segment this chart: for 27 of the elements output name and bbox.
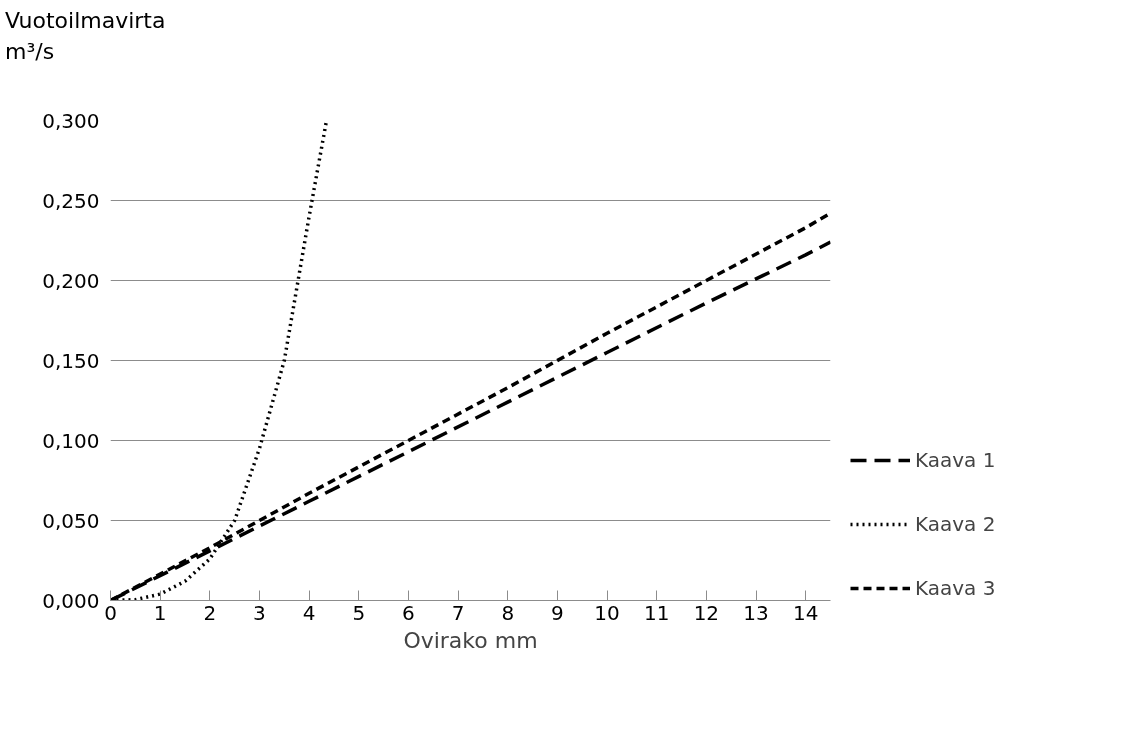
x-tick-label: 13	[743, 600, 769, 625]
x-tick-label: 8	[501, 600, 515, 625]
x-tick-label: 2	[203, 600, 217, 625]
y-axis-title: Vuotoilmavirta m³/s	[5, 7, 167, 67]
x-tick-label: 7	[451, 600, 465, 625]
y-tick-label: 0,200	[42, 268, 100, 293]
x-tick-label: 14	[792, 600, 819, 625]
y-tick-label: 0,300	[42, 108, 100, 133]
legend-label: Kaava 3	[915, 576, 996, 600]
y-tick-label: 0,050	[42, 508, 100, 533]
x-tick-label: 12	[693, 600, 720, 625]
y-tick-label: 0,150	[42, 348, 100, 373]
y-tick-label: 0,250	[42, 188, 100, 213]
x-tick-label: 3	[253, 600, 266, 625]
x-tick-label: 0	[104, 600, 117, 625]
x-tick-label: 6	[402, 600, 415, 625]
x-axis-title: Ovirako mm	[403, 627, 538, 653]
x-tick-label: 1	[153, 600, 167, 625]
y-tick-label: 0,000	[42, 588, 100, 613]
legend-label: Kaava 2	[915, 512, 996, 536]
x-tick-label: 4	[302, 600, 316, 625]
legend-label: Kaava 1	[915, 448, 996, 472]
x-tick-label: 11	[643, 600, 670, 625]
x-tick-label: 9	[551, 600, 564, 625]
y-tick-label: 0,100	[42, 428, 100, 453]
x-tick-label: 10	[594, 600, 620, 625]
x-tick-label: 5	[352, 600, 366, 625]
